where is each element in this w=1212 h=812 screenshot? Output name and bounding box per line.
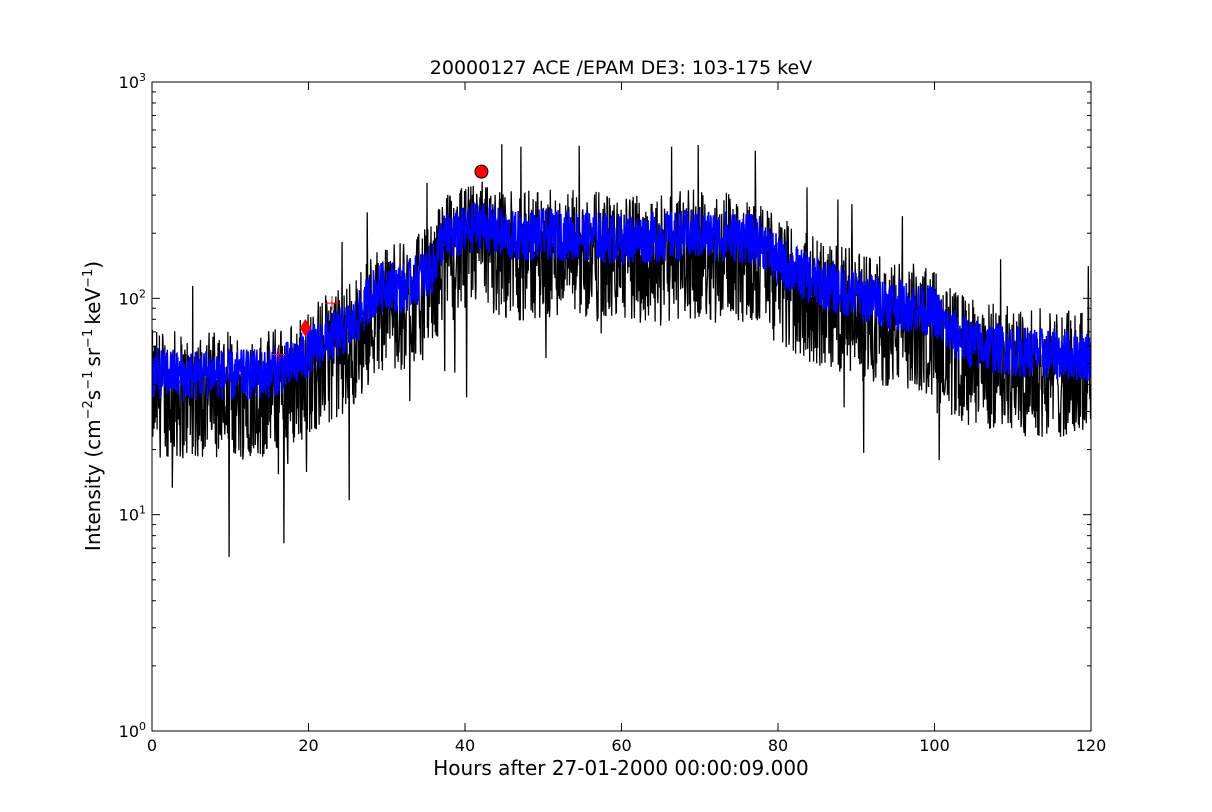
x-tick-label: 100: [919, 736, 950, 755]
ylabel-exp4: −1: [81, 269, 96, 288]
chart-title: 20000127 ACE /EPAM DE3: 103-175 keV: [430, 57, 812, 79]
y-tick-label: 103: [119, 71, 146, 92]
ylabel-exp2: −1: [81, 371, 96, 390]
ylabel-exp1: −2: [81, 400, 96, 419]
ylabel-sr: sr: [81, 347, 105, 366]
x-tick-label: 80: [768, 736, 788, 755]
y-axis-title: Intensity (cm−2s−1sr−1keV−1): [81, 261, 105, 551]
ylabel-kev: keV: [81, 288, 105, 325]
marker-diamond: [299, 318, 311, 337]
ylabel-exp3: −1: [81, 329, 96, 348]
marker-plus-0: [271, 347, 286, 362]
x-tick-label: 120: [1076, 736, 1107, 755]
marker-circle: [474, 164, 489, 179]
x-tick-label: 60: [611, 736, 631, 755]
x-tick-label: 40: [455, 736, 475, 755]
x-axis-title: Hours after 27-01-2000 00:00:09.000: [433, 756, 809, 780]
x-tick-label: 20: [298, 736, 318, 755]
ylabel-s: s: [81, 390, 105, 400]
marker-plus-2: [324, 296, 339, 311]
y-tick-label: 102: [119, 287, 146, 308]
x-tick-label: 0: [147, 736, 157, 755]
series-line-2: [152, 202, 1091, 402]
y-tick-label: 100: [119, 720, 146, 741]
y-tick-label: 101: [119, 504, 146, 525]
ylabel-base: Intensity (cm: [81, 419, 105, 551]
ylabel-close: ): [81, 261, 105, 269]
